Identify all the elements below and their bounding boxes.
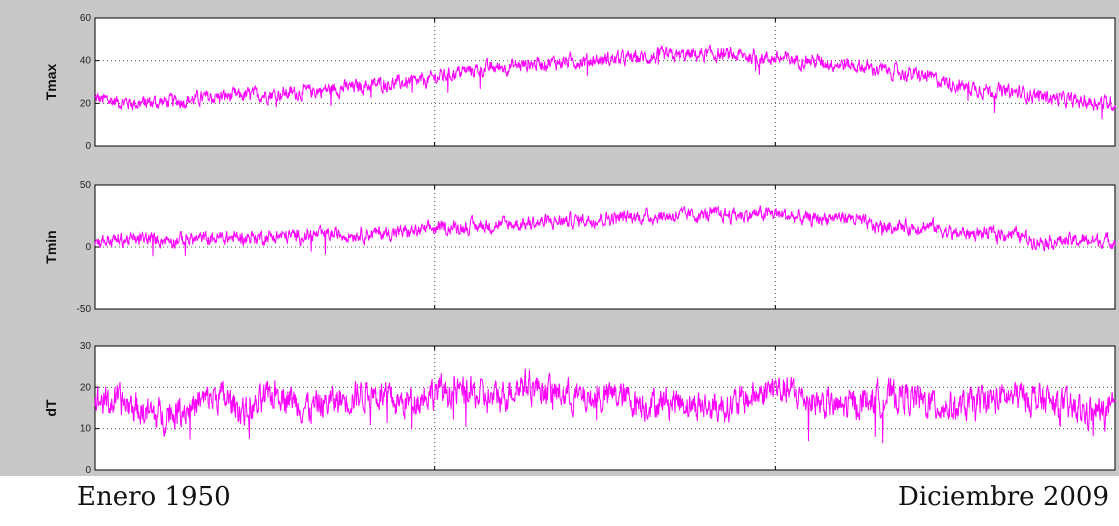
y-tick-label: -50 xyxy=(77,304,92,315)
series-line xyxy=(94,368,1116,444)
y-tick-label: 0 xyxy=(85,242,91,253)
y-tick-label: 20 xyxy=(80,382,92,393)
series-line xyxy=(94,44,1116,120)
y-tick-label: 50 xyxy=(80,180,92,191)
plot-area xyxy=(94,184,1116,310)
y-tick-label: 30 xyxy=(80,341,92,352)
y-axis-label: Tmin xyxy=(43,230,59,263)
y-tick-label: 0 xyxy=(85,141,91,152)
start-date-label: Enero 1950 xyxy=(77,482,231,512)
y-tick-label: 20 xyxy=(80,98,92,109)
y-axis-label: Tmax xyxy=(43,64,59,101)
time-series-plots: 0 20 40 60 Tmax -50 0 50 Tmin 0 10 20 30 dT xyxy=(43,13,1116,476)
plot-area xyxy=(94,345,1116,471)
y-tick-label: 10 xyxy=(80,424,92,435)
series-line xyxy=(94,205,1116,257)
figure-background: 0 20 40 60 Tmax -50 0 50 Tmin 0 10 20 30 dT xyxy=(0,0,1119,476)
y-tick-label: 60 xyxy=(80,13,92,24)
end-date-label: Diciembre 2009 xyxy=(898,482,1109,512)
y-axis-label: dT xyxy=(43,399,59,417)
y-tick-label: 0 xyxy=(85,465,91,476)
y-tick-label: 40 xyxy=(80,56,92,67)
